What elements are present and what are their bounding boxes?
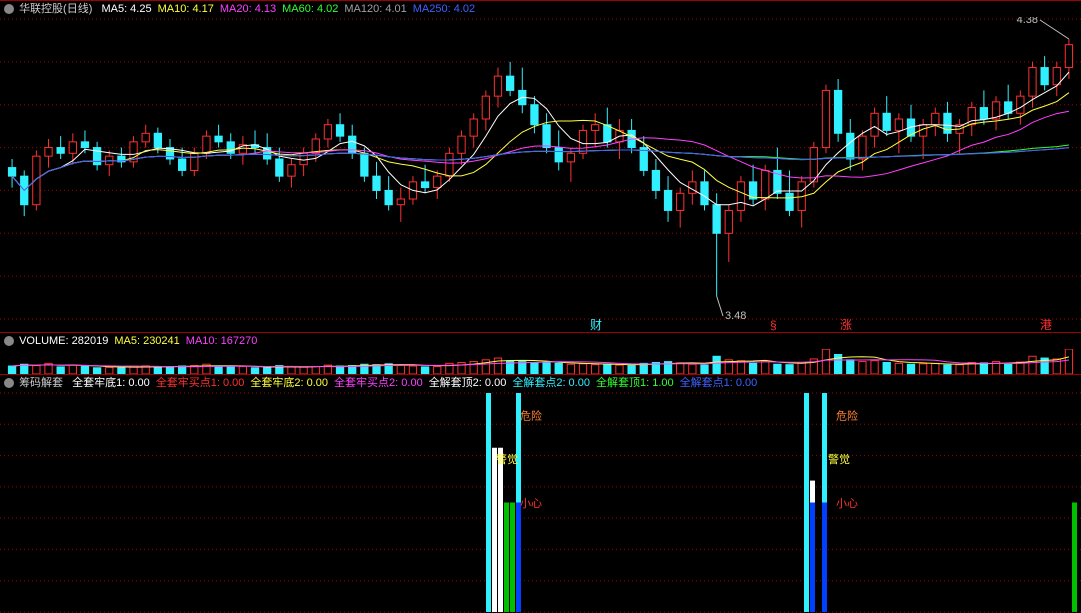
header-metric: MA5: 230241 [114,333,179,349]
svg-text:3.48: 3.48 [725,310,746,322]
svg-text:警觉: 警觉 [496,452,518,466]
collapse-icon[interactable] [4,4,14,14]
indicator-header: 筹码解套 全套牢底1: 0.00 全套牢买点1: 0.00 全套牢底2: 0.00 全… [0,375,1081,391]
collapse-icon[interactable] [4,378,14,388]
indicator-title: 筹码解套 [19,375,63,391]
svg-text:§: § [770,318,777,332]
svg-text:危险: 危险 [520,408,542,422]
header-metric: MA60: 4.02 [282,1,338,17]
indicator-panel[interactable]: 筹码解套 全套牢底1: 0.00 全套牢买点1: 0.00 全套牢底2: 0.00 全… [0,374,1081,612]
header-metric: MA120: 4.01 [344,1,406,17]
header-metric: MA10: 4.17 [158,1,214,17]
svg-text:小心: 小心 [520,497,542,510]
header-metric: 全解套点1: 0.00 [680,375,758,391]
volume-header: VOLUME: 282019 MA5: 230241 MA10: 167270 [0,333,1081,349]
svg-text:港: 港 [1040,318,1052,332]
header-metric: MA250: 4.02 [413,1,475,17]
header-metric: 全套牢买点1: 0.00 [156,375,245,391]
header-metric: 全解套顶1: 1.00 [596,375,674,391]
svg-text:小心: 小心 [836,497,858,510]
header-metric: 全套牢底2: 0.00 [250,375,328,391]
main-header: 华联控股(日线) MA5: 4.25 MA10: 4.17 MA20: 4.13 MA… [0,1,1081,17]
header-metric: 全解套点2: 0.00 [512,375,590,391]
svg-text:涨: 涨 [840,317,852,332]
collapse-icon[interactable] [4,336,14,346]
header-metric: MA10: 167270 [186,333,258,349]
header-metric: 全套牢买点2: 0.00 [334,375,423,391]
volume-panel[interactable]: VOLUME: 282019 MA5: 230241 MA10: 167270 [0,332,1081,374]
svg-text:危险: 危险 [836,408,858,422]
svg-text:财: 财 [590,318,602,332]
svg-text:警觉: 警觉 [828,452,850,466]
main-chart-svg: 4.383.48财§涨港 [0,1,1081,333]
stock-title: 华联控股(日线) [19,1,92,17]
indicator-svg: 危险警觉小心 危险警觉小心 [0,375,1081,613]
header-metric: MA5: 4.25 [101,1,151,17]
header-metric: MA20: 4.13 [220,1,276,17]
header-metric: 全套牢底1: 0.00 [72,375,150,391]
main-chart-panel[interactable]: 华联控股(日线) MA5: 4.25 MA10: 4.17 MA20: 4.13 MA… [0,0,1081,332]
header-metric: 全解套顶2: 0.00 [429,375,507,391]
header-metric: VOLUME: 282019 [19,333,108,349]
